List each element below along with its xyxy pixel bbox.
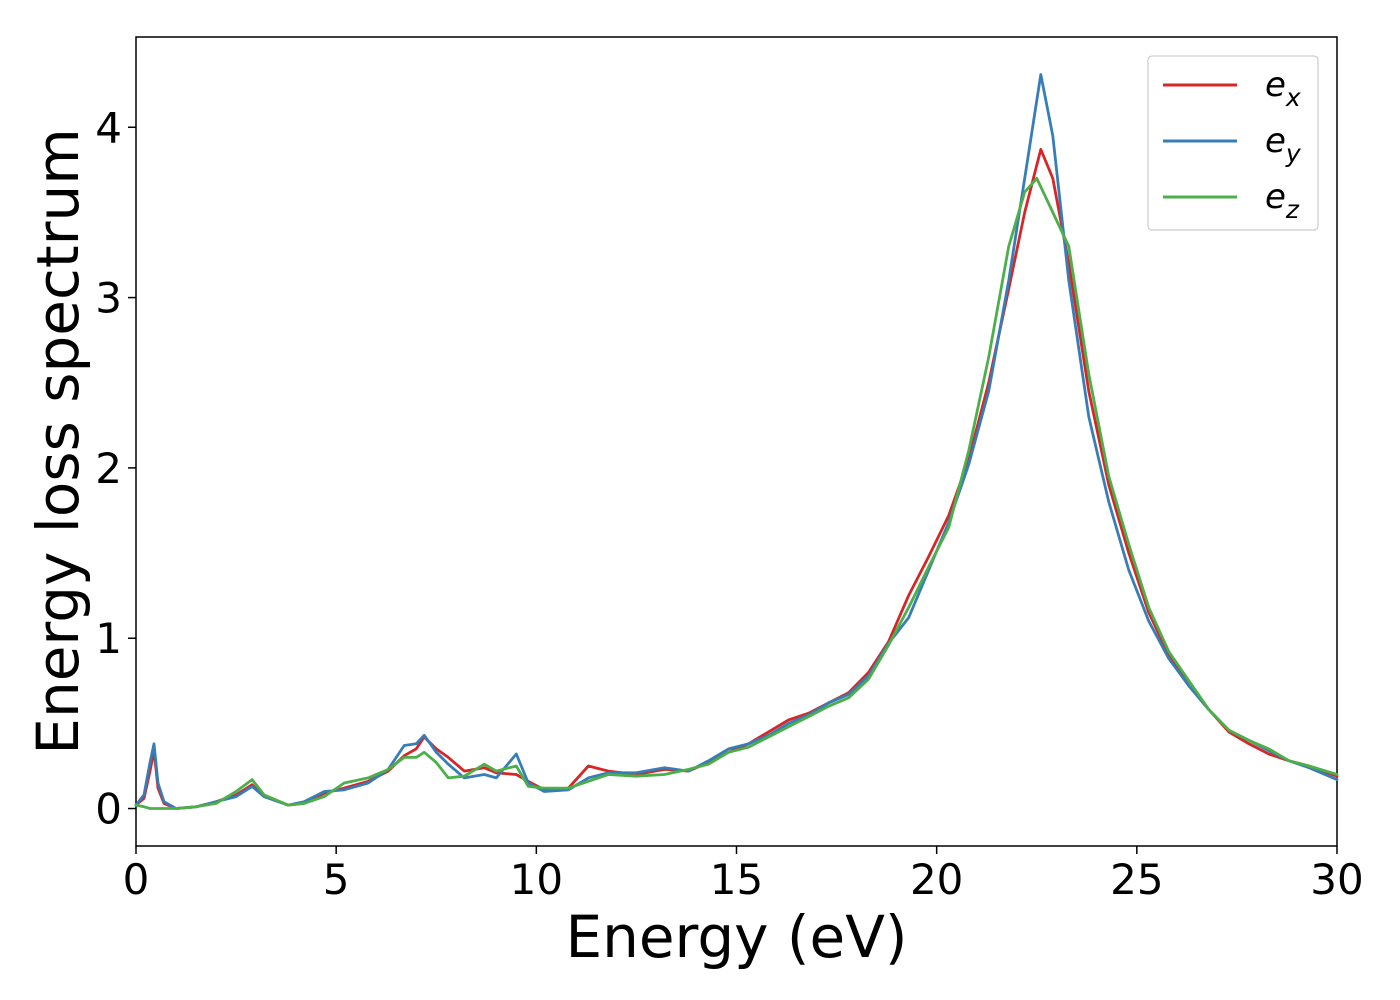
series-layer	[134, 73, 1339, 810]
legend-label-subscript: x	[1285, 83, 1301, 112]
plot-area	[135, 36, 1338, 847]
y-tick-label: 2	[95, 444, 122, 493]
y-tick-label: 0	[95, 785, 122, 834]
x-tick-label: 5	[323, 855, 350, 904]
x-tick-label: 30	[1310, 855, 1363, 904]
x-tick-label: 10	[510, 855, 563, 904]
legend-label-base: e	[1265, 177, 1286, 217]
legend-label-ex: ex	[1265, 65, 1301, 112]
legend-box	[1147, 55, 1319, 231]
legend-label-base: e	[1265, 65, 1286, 105]
plot-frame	[135, 36, 1338, 847]
series-line-ez	[134, 177, 1339, 810]
x-axis-label: Energy (eV)	[565, 903, 907, 971]
y-tick-label: 1	[95, 614, 122, 663]
legend-label-ey: ey	[1265, 121, 1302, 168]
x-axis-ticks: 0 5 10 15 20 25 30	[123, 846, 1364, 904]
legend-label-subscript: z	[1285, 195, 1300, 224]
y-axis-ticks: 0 1 2 3 4	[95, 103, 136, 834]
x-tick-label: 0	[123, 855, 150, 904]
x-tick-label: 15	[710, 855, 763, 904]
legend-label-subscript: y	[1285, 139, 1302, 168]
y-tick-label: 3	[95, 274, 122, 323]
legend-label-base: e	[1265, 121, 1286, 161]
x-tick-label: 20	[910, 855, 963, 904]
y-axis-label: Energy loss spectrum	[24, 128, 92, 754]
legend-label-ez: ez	[1265, 177, 1300, 224]
y-tick-label: 4	[95, 103, 122, 152]
x-tick-label: 25	[1110, 855, 1163, 904]
